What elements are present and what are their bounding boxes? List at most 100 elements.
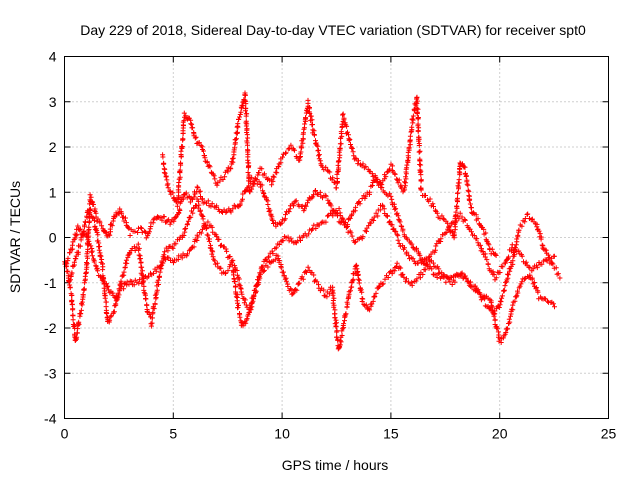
data-point [267,207,273,213]
data-point [491,272,497,277]
data-point [121,286,127,292]
data-point [347,215,353,221]
data-point [404,276,409,282]
data-point [104,284,110,290]
data-point [167,221,173,227]
data-point [188,214,194,220]
data-point [483,230,489,236]
data-point [139,225,144,231]
data-point [372,293,378,299]
data-point [434,241,440,247]
data-point [467,196,473,202]
data-point [456,216,462,222]
data-point [99,223,105,229]
data-point [415,106,421,112]
data-point [235,129,240,135]
data-point [243,101,249,107]
data-point [402,245,407,251]
data-point [455,180,461,186]
data-point [236,116,242,122]
data-point [323,219,329,225]
data-point [523,259,529,265]
data-point [480,249,486,254]
data-point [236,276,242,282]
plot-frame [64,56,609,419]
data-point [436,271,442,276]
data-point [167,189,173,194]
data-point [367,307,373,313]
data-point [104,311,110,316]
x-tick-label: 5 [169,426,177,442]
data-point [415,128,421,134]
data-point [192,135,198,141]
data-point [500,264,506,270]
data-point [155,214,161,220]
data-point [230,206,236,212]
data-point [433,272,439,278]
data-point [459,271,465,277]
data-point [307,105,312,110]
data-point [308,113,314,119]
data-point [218,265,224,271]
data-point [311,272,317,278]
data-point [454,203,460,209]
data-point [401,274,407,280]
data-point [209,201,215,207]
data-point [88,194,94,200]
data-point [375,176,381,182]
data-point [557,275,563,281]
data-point [499,295,505,301]
data-point [493,253,499,258]
data-point [292,147,297,153]
y-tick-label: 4 [49,49,57,65]
data-point [405,158,411,164]
data-point [177,206,183,212]
data-point [539,242,545,248]
data-point [156,282,161,287]
data-point [264,258,270,264]
data-point [294,287,300,293]
data-point [330,175,336,181]
data-point [337,152,343,158]
data-point [418,187,424,193]
data-point [363,164,369,170]
data-point [232,284,238,290]
data-point [195,205,201,211]
data-point [207,164,213,170]
data-point [127,233,133,238]
data-point [349,211,355,217]
data-point [553,265,559,271]
data-point [131,244,137,250]
data-point [254,177,260,183]
data-point [105,283,111,289]
data-point [245,142,250,148]
data-point [177,174,183,180]
y-tick-label: -2 [44,320,57,336]
data-point [170,245,176,251]
data-point [452,279,458,285]
y-tick-label: -1 [44,275,57,291]
data-point [355,161,361,167]
data-point [411,258,417,264]
data-point [69,292,75,298]
data-point [183,190,189,196]
data-point [265,264,271,270]
data-point [395,237,401,243]
data-point [272,257,278,263]
data-point [514,293,520,299]
data-point [190,210,196,216]
data-point [228,209,234,215]
data-point [165,248,171,254]
data-point [220,177,226,182]
data-point [70,317,76,323]
data-point [180,136,186,142]
data-point [529,276,535,282]
data-point [200,216,206,222]
data-point [84,234,90,240]
data-point [285,284,291,289]
data-point [300,136,306,142]
data-point [506,316,512,322]
data-point [349,280,355,286]
data-point [183,226,189,231]
